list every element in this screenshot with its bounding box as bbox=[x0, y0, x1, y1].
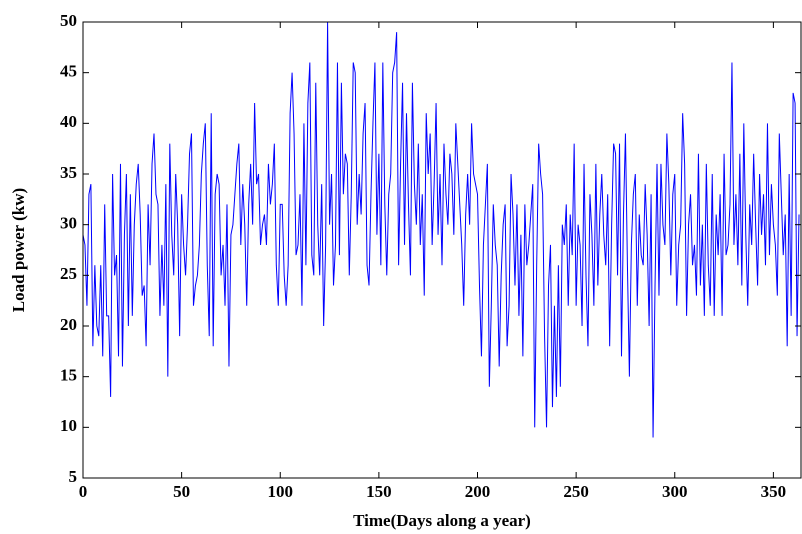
x-tick-label: 250 bbox=[563, 482, 589, 501]
y-tick-label: 40 bbox=[60, 112, 77, 131]
y-tick-label: 50 bbox=[60, 11, 77, 30]
y-tick-label: 35 bbox=[60, 163, 77, 182]
plot-frame bbox=[82, 21, 802, 479]
y-tick-label: 10 bbox=[60, 416, 77, 435]
y-tick-label: 15 bbox=[60, 366, 77, 385]
x-tick-label: 350 bbox=[761, 482, 787, 501]
y-tick-label: 30 bbox=[60, 214, 77, 233]
x-tick-label: 300 bbox=[662, 482, 688, 501]
y-tick-label: 5 bbox=[69, 467, 78, 486]
y-axis-label: Load power (kw) bbox=[9, 188, 28, 312]
x-tick-label: 100 bbox=[268, 482, 294, 501]
x-axis-label: Time(Days along a year) bbox=[353, 511, 531, 530]
y-tick-label: 20 bbox=[60, 315, 77, 334]
x-tick-label: 0 bbox=[79, 482, 88, 501]
y-tick-label: 45 bbox=[60, 62, 77, 81]
data-line bbox=[82, 21, 800, 438]
x-tick-label: 200 bbox=[465, 482, 491, 501]
x-tick-label: 150 bbox=[366, 482, 392, 501]
y-tick-label: 25 bbox=[60, 264, 77, 283]
x-tick-label: 50 bbox=[173, 482, 190, 501]
